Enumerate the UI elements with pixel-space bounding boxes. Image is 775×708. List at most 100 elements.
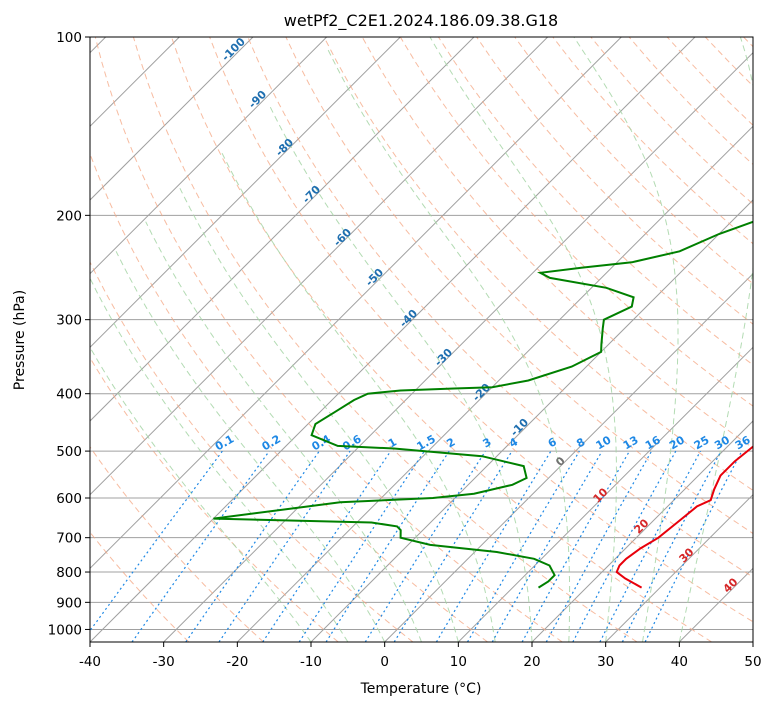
mixing-ratio-line: [393, 450, 513, 642]
mixing-ratio-line: [621, 450, 722, 642]
mixing-ratio-label: 16: [643, 433, 663, 452]
moist-adiabat-line: [327, 49, 571, 642]
isotherm-line: [90, 37, 254, 201]
mixing-ratio-line: [572, 450, 677, 642]
dry-adiabat-line: [247, 37, 753, 578]
adiabat-label: -100: [219, 35, 248, 64]
mixing-ratio-label: 10: [594, 433, 614, 452]
y-tick-label: 700: [56, 531, 82, 547]
mixing-ratio-label: 0.6: [340, 432, 364, 453]
isotherm-line: [678, 567, 753, 642]
plot-frame: [89, 36, 754, 643]
x-tick-label: 0: [380, 654, 389, 670]
mixing-ratio-label: 0.2: [260, 432, 283, 453]
isotherm-line: [752, 641, 753, 642]
moist-adiabat-line: [145, 221, 422, 642]
adiabat-label: -20: [470, 381, 493, 404]
dry-adiabat-line: [285, 37, 753, 535]
isotherm-line: [236, 125, 753, 642]
y-tick-label: 900: [56, 595, 82, 611]
mixing-ratio-line: [521, 450, 631, 642]
y-tick-label: 800: [56, 565, 82, 581]
dry-adiabat-line: [90, 356, 339, 642]
isotherm-line: [163, 51, 753, 642]
y-tick-label: 300: [56, 313, 82, 329]
mixing-ratio-line: [90, 450, 223, 632]
dry-adiabat-line: [552, 37, 753, 245]
isotherm-line: [90, 37, 622, 570]
moist-adiabat-line: [219, 149, 496, 642]
mixing-ratio-line: [131, 450, 270, 642]
adiabat-label: -40: [397, 307, 420, 330]
mixing-ratio-line: [218, 450, 351, 642]
dry-adiabat-line: [323, 37, 753, 491]
dry-adiabat-line: [90, 446, 264, 642]
dewpoint-profile-line: [213, 220, 753, 589]
dry-adiabat-line: [94, 37, 563, 642]
adiabat-label: 20: [632, 516, 652, 536]
x-tick-label: -20: [226, 654, 248, 670]
isotherm-line: [310, 199, 753, 642]
mixing-ratio-label: 2: [444, 435, 457, 450]
dry-adiabat-line: [514, 37, 753, 285]
dry-adiabat-line: [132, 37, 638, 642]
mixing-ratio-label: 3: [480, 435, 493, 450]
isotherm-line: [90, 37, 328, 275]
mixing-ratio-line: [491, 450, 603, 642]
dry-adiabat-line: [209, 37, 753, 623]
temperature-profile-line: [615, 445, 753, 589]
adiabat-label: 30: [677, 545, 697, 565]
y-tick-label: 400: [56, 387, 82, 403]
x-tick-label: 40: [671, 654, 688, 670]
adiabat-label: -30: [432, 346, 455, 369]
moist-adiabat-line: [678, 37, 753, 642]
chart-title: wetPf2_C2E1.2024.186.09.38.G18: [284, 11, 558, 31]
moist-adiabat-line: [573, 37, 679, 642]
x-tick-label: 20: [523, 654, 540, 670]
x-tick-label: -10: [300, 654, 322, 670]
mixing-ratio-line: [435, 450, 552, 642]
adiabat-label: -70: [300, 183, 323, 206]
mixing-ratio-line: [262, 450, 392, 642]
x-tick-label: 30: [597, 654, 614, 670]
isotherm-line: [90, 37, 475, 422]
adiabat-label: -60: [331, 226, 354, 249]
x-tick-label: -30: [153, 654, 175, 670]
mixing-ratio-line: [545, 450, 653, 642]
y-tick-label: 200: [56, 208, 82, 224]
isotherm-line: [90, 37, 401, 349]
y-axis-label: Pressure (hPa): [12, 290, 28, 390]
background-lines: [90, 37, 753, 642]
mixing-ratio-line: [185, 450, 320, 642]
mixing-ratio-line: [644, 450, 743, 642]
isotherm-line: [531, 420, 753, 642]
mixing-ratio-label: 0.1: [213, 432, 236, 453]
y-tick-label: 100: [56, 30, 82, 46]
x-axis-ticks: -40 -30 -20 -10 0 10 20 30 40 50: [79, 642, 762, 670]
mixing-ratio-line: [298, 450, 425, 642]
isotherm-line: [90, 37, 549, 496]
mixing-ratio-label: 30: [712, 433, 732, 452]
mixing-ratio-line: [599, 450, 702, 642]
x-axis-label: Temperature (°C): [360, 681, 482, 697]
dry-adiabat-line: [171, 37, 712, 642]
isotherm-line: [384, 272, 753, 642]
dry-adiabat-line: [743, 37, 753, 48]
adiabat-label: -90: [246, 88, 269, 111]
isotherm-line: [457, 346, 753, 642]
mixing-ratio-line: [325, 450, 450, 642]
profile-series: [213, 220, 753, 589]
isotherm-line: [605, 493, 753, 642]
y-tick-label: 1000: [48, 622, 82, 638]
dry-adiabat-line: [704, 37, 753, 87]
dry-adiabat-line: [90, 531, 190, 642]
x-tick-label: 50: [744, 654, 761, 670]
mixing-ratio-label: 20: [667, 433, 687, 452]
dry-adiabat-line: [476, 37, 753, 325]
mixing-ratio-line: [466, 450, 580, 642]
moist-adiabat-line: [179, 187, 459, 642]
mixing-ratio-label: 13: [621, 433, 641, 452]
y-axis-ticks: 100 200 300 400 500 600 700 800 900 1000: [48, 30, 90, 638]
mixing-ratio-line: [364, 450, 486, 642]
